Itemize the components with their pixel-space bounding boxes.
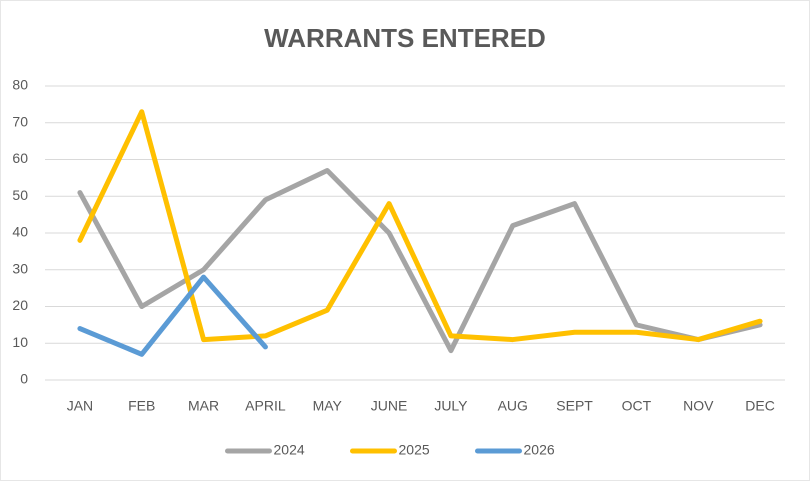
x-tick-label: JUNE: [371, 398, 408, 414]
x-tick-label: AUG: [498, 398, 528, 414]
y-tick-label: 0: [20, 371, 28, 387]
x-tick-label: FEB: [128, 398, 155, 414]
series-line: [77, 274, 268, 357]
x-tick-label: MAY: [313, 398, 343, 414]
legend-label: 2024: [274, 442, 305, 458]
x-tick-label: DEC: [745, 398, 775, 414]
y-tick-label: 10: [12, 334, 28, 350]
x-tick-label: NOV: [683, 398, 714, 414]
x-tick-label: JULY: [434, 398, 468, 414]
chart-title: WARRANTS ENTERED: [264, 23, 546, 53]
y-tick-label: 60: [12, 150, 28, 166]
x-tick-label: SEPT: [556, 398, 593, 414]
y-tick-label: 80: [12, 77, 28, 93]
x-tick-label: APRIL: [245, 398, 286, 414]
y-tick-label: 70: [12, 113, 28, 129]
series-line: [77, 109, 763, 343]
x-tick-label: OCT: [622, 398, 652, 414]
x-tick-label: JAN: [67, 398, 93, 414]
y-tick-label: 30: [12, 260, 28, 276]
x-tick-label: MAR: [188, 398, 219, 414]
series-line: [77, 168, 763, 354]
y-tick-label: 50: [12, 187, 28, 203]
legend-label: 2026: [524, 442, 555, 458]
y-tick-label: 40: [12, 224, 28, 240]
legend-label: 2025: [399, 442, 430, 458]
y-tick-label: 20: [12, 297, 28, 313]
